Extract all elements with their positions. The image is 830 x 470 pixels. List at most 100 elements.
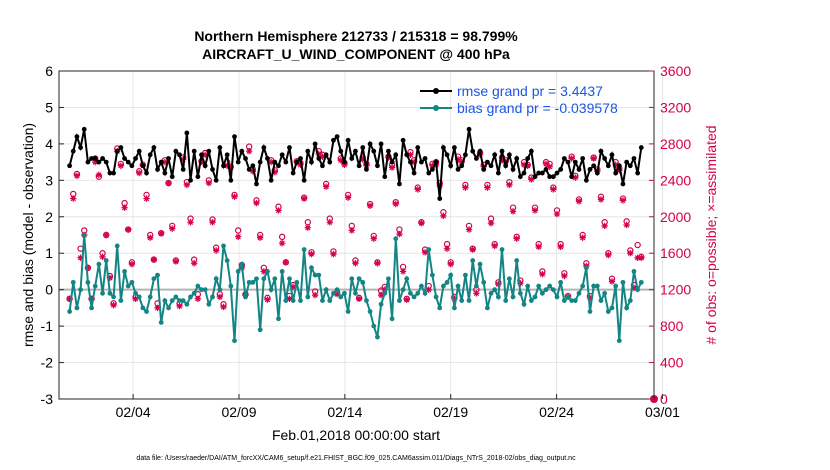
obs-assimilated-point xyxy=(132,295,139,302)
bias-point xyxy=(70,279,76,285)
bias-point xyxy=(250,279,256,285)
rmse-point xyxy=(276,163,281,169)
rmse-point xyxy=(103,159,109,165)
rmse-point xyxy=(547,174,553,180)
bias-point xyxy=(536,283,542,289)
rmse-point xyxy=(221,163,226,169)
obs-assimilated-point xyxy=(575,198,583,205)
rmse-point xyxy=(488,163,494,169)
obs-assimilated-point xyxy=(414,186,421,193)
obs-assimilated-point xyxy=(194,295,202,302)
bias-point xyxy=(613,283,619,289)
obs-assimilated-point xyxy=(198,158,205,166)
rmse-point xyxy=(349,156,355,161)
bias-point xyxy=(378,301,384,307)
bias-point xyxy=(440,283,446,289)
rmse-point xyxy=(378,141,384,147)
obs-assimilated-point xyxy=(249,168,257,175)
bias-point xyxy=(602,290,608,296)
bias-point xyxy=(624,305,630,311)
rmse-point xyxy=(591,163,597,169)
obs-assimilated-point xyxy=(531,207,539,214)
rmse-point xyxy=(74,134,80,140)
rmse-point xyxy=(506,152,512,158)
axis-layer: 02/04 02/09 02/14 02/19 02/24 03/01 -3 -2 -1 0 1 2 3… xyxy=(41,63,692,420)
bias-point xyxy=(125,283,131,289)
bias-point xyxy=(180,298,186,303)
rmse-point xyxy=(114,148,120,154)
bias-point xyxy=(631,269,637,274)
obs-assimilated-point xyxy=(513,235,520,242)
bias-point xyxy=(228,283,234,289)
rmse-point xyxy=(397,181,402,187)
bias-point xyxy=(147,294,153,300)
bias-point xyxy=(111,294,116,300)
bias-point xyxy=(459,298,465,303)
bias-point xyxy=(539,290,545,296)
x-tick-label: 02/14 xyxy=(327,404,362,420)
bias-point xyxy=(232,338,237,344)
obs-assimilated-point xyxy=(392,200,399,208)
obs-assimilated-point xyxy=(179,156,187,163)
obs-assimilated-point xyxy=(190,260,198,267)
y-right-tick-label: 1200 xyxy=(660,282,691,298)
rmse-point xyxy=(543,167,549,172)
bias-point xyxy=(96,261,102,267)
bias-point xyxy=(371,323,377,329)
rmse-point xyxy=(448,163,454,169)
obs-assimilated-point xyxy=(608,278,616,285)
obs-assimilated-point xyxy=(165,179,172,187)
rmse-point xyxy=(635,170,641,176)
obs-assimilated-point xyxy=(487,219,495,227)
rmse-point xyxy=(107,170,113,176)
bias-point xyxy=(364,298,369,303)
obs-assimilated-point xyxy=(150,256,158,263)
obs-assimilated-point xyxy=(308,250,315,258)
bias-series-layer xyxy=(67,232,644,344)
rmse-point xyxy=(477,148,483,154)
legend-rmse-marker xyxy=(433,88,439,94)
obs-assimilated-point xyxy=(520,161,528,169)
bias-point xyxy=(627,298,633,303)
bias-point xyxy=(583,265,589,271)
bias-point xyxy=(78,287,83,293)
bias-point xyxy=(455,283,461,289)
bias-point xyxy=(448,272,454,278)
rmse-point xyxy=(353,148,358,154)
rmse-point xyxy=(536,170,542,176)
rmse-point xyxy=(166,156,171,161)
obs-assimilated-point xyxy=(158,229,165,237)
obs-assimilated-point xyxy=(289,283,297,291)
obs-assimilated-point xyxy=(421,249,429,256)
obs-assimilated-point xyxy=(209,219,216,226)
rmse-point xyxy=(594,170,600,176)
obs-assimilated-point xyxy=(282,259,290,266)
rmse-point xyxy=(499,148,505,154)
obs-assimilated-point xyxy=(216,293,224,301)
obs-assimilated-point xyxy=(256,234,264,241)
bias-point xyxy=(173,294,179,300)
obs-assimilated-point xyxy=(605,251,612,259)
obs-assimilated-point xyxy=(154,304,161,312)
rmse-point xyxy=(235,159,241,165)
bias-point xyxy=(532,294,538,300)
rmse-point xyxy=(191,148,197,154)
bias-point xyxy=(547,283,553,289)
rmse-series-layer xyxy=(67,126,644,201)
rmse-point xyxy=(338,148,344,154)
obs-assimilated-point xyxy=(128,260,136,268)
rmse-point xyxy=(294,159,300,165)
bias-point xyxy=(320,298,325,303)
rmse-point xyxy=(118,145,124,150)
obs-assimilated-point xyxy=(366,202,374,210)
obs-assimilated-point xyxy=(370,235,377,242)
bias-point xyxy=(206,301,212,307)
rmse-point xyxy=(415,145,421,150)
bias-point xyxy=(272,276,278,282)
bias-point xyxy=(408,290,413,296)
rmse-point xyxy=(265,156,270,161)
bias-point xyxy=(257,327,263,333)
rmse-point xyxy=(177,152,182,158)
bias-point xyxy=(107,290,113,296)
rmse-point xyxy=(111,170,116,176)
